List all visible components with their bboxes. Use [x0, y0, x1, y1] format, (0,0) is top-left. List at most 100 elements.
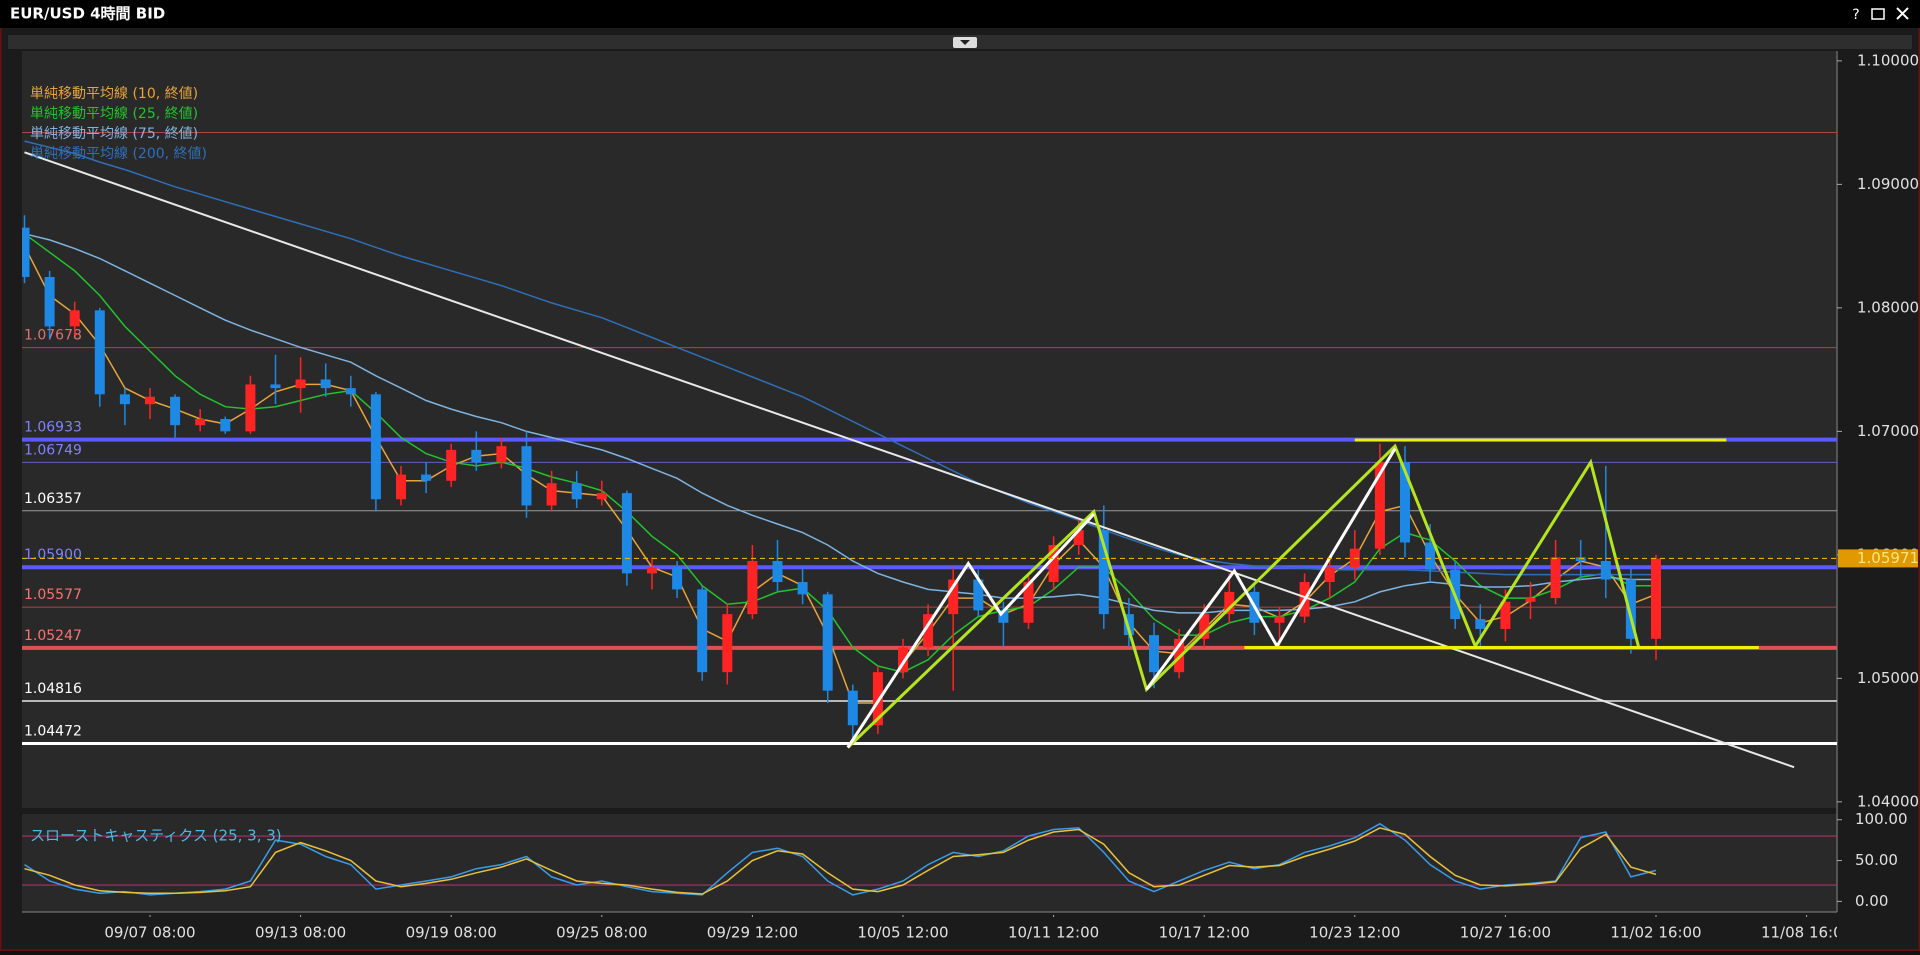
candle-body	[94, 310, 105, 395]
drawn-line	[846, 513, 1095, 749]
current-price-box	[1838, 549, 1918, 568]
candle-body	[471, 449, 482, 463]
x-tick-label: 10/23 12:00	[1309, 924, 1400, 942]
candle-body	[1550, 557, 1561, 599]
candle-body	[170, 396, 181, 426]
candle-body	[1224, 591, 1235, 615]
candle-body	[44, 276, 55, 327]
candle-body	[672, 567, 683, 590]
stochastic-tick-label: 50.00	[1855, 851, 1898, 869]
time-axis: 09/07 08:00 09/13 08:00 09/19 08:00 09/25 0…	[104, 915, 1852, 942]
x-tick-label: 09/29 12:00	[707, 924, 798, 942]
candle-body	[1048, 544, 1059, 583]
drawn-line	[24, 151, 1795, 769]
candle-body	[697, 589, 708, 673]
candle-body	[446, 449, 457, 481]
x-tick-label: 10/05 12:00	[857, 924, 948, 942]
moving-average-line	[24, 140, 1656, 576]
candle-body	[1123, 614, 1134, 636]
y-tick-label: 1.08000	[1857, 298, 1919, 316]
candle-body	[245, 384, 256, 432]
maximize-button[interactable]	[1871, 8, 1885, 20]
candle-body	[546, 483, 557, 506]
price-pane	[22, 51, 1837, 808]
candle-body	[1425, 542, 1436, 570]
price-level-label: 1.05577	[24, 587, 82, 603]
candle-body	[1023, 582, 1034, 623]
candle-body	[370, 394, 381, 500]
legend-entry: 単純移動平均線 (75, 終値)	[30, 126, 198, 142]
candle-body	[898, 647, 908, 673]
y-tick-label: 1.05000	[1857, 669, 1919, 687]
candle-body	[1324, 567, 1335, 583]
candle-body	[1149, 635, 1159, 673]
candle-body	[847, 690, 858, 726]
y-tick-label: 1.04000	[1857, 792, 1919, 810]
candle-body	[722, 614, 733, 673]
legend-entry: 単純移動平均線 (200, 終値)	[30, 146, 207, 162]
x-tick-label: 11/02 16:00	[1610, 924, 1701, 942]
stochastic-tick-label: 0.00	[1855, 892, 1888, 910]
candle-body	[1475, 619, 1486, 629]
close-button[interactable]	[1896, 7, 1909, 20]
window-title: EUR/USD 4時間 BID	[10, 5, 165, 23]
candle-body	[872, 672, 883, 726]
candle-body	[596, 493, 607, 500]
help-button[interactable]: ?	[1852, 7, 1859, 23]
candle-body	[747, 561, 758, 615]
stochastic-tick-label: 100.00	[1855, 810, 1908, 828]
candle-body	[1500, 601, 1511, 629]
candle-body	[1098, 530, 1109, 615]
candle-body	[22, 227, 30, 277]
x-tick-label: 09/19 08:00	[406, 924, 497, 942]
candle-body	[295, 379, 306, 389]
candle-body	[1600, 561, 1611, 580]
price-level-label: 1.06933	[24, 420, 82, 436]
candle-body	[571, 483, 582, 500]
x-tick-label: 10/11 12:00	[1008, 924, 1099, 942]
candle-body	[320, 379, 331, 389]
candle-body	[621, 493, 632, 574]
collapse-icon	[960, 40, 970, 45]
candle-body	[1274, 616, 1285, 623]
x-tick-label: 09/07 08:00	[104, 924, 195, 942]
drawn-line	[1145, 447, 1397, 691]
price-level-label: 1.05247	[24, 628, 82, 644]
candle-body	[270, 384, 281, 389]
moving-average-line	[24, 233, 1656, 614]
x-tick-label: 10/17 12:00	[1159, 924, 1250, 942]
candle-body	[195, 419, 206, 426]
price-level-label: 1.06357	[24, 491, 82, 507]
stochastic-line	[24, 827, 1657, 895]
x-tick-label: 10/27 16:00	[1460, 924, 1551, 942]
candle-body	[948, 579, 959, 615]
price-level-label: 1.06749	[24, 442, 82, 458]
candle-body	[797, 582, 808, 595]
candle-body	[772, 561, 783, 583]
candle-body	[69, 310, 80, 327]
price-level-label: 1.07678	[24, 328, 82, 344]
stochastic-pane	[22, 814, 1837, 912]
candle-body	[1073, 530, 1084, 545]
candle-body	[1625, 579, 1636, 639]
candle-body	[345, 388, 356, 395]
current-price-label: 1.05971	[1857, 549, 1919, 567]
stochastic-label: スローストキャスティクス (25, 3, 3)	[30, 827, 282, 845]
x-tick-label: 11/08 16:00	[1761, 924, 1852, 942]
candle-body	[396, 474, 406, 500]
candle-body	[1374, 462, 1385, 549]
candle-body	[1575, 557, 1586, 562]
y-tick-label: 1.10000	[1857, 51, 1919, 69]
candle-body	[1651, 558, 1661, 639]
x-tick-label: 09/13 08:00	[255, 924, 346, 942]
drawn-line	[846, 443, 1640, 749]
candle-body	[421, 474, 432, 481]
price-level-label: 1.05900	[24, 547, 82, 563]
y-tick-label: 1.07000	[1857, 422, 1919, 440]
price-plot: 1.07678 1.06933 1.06749 1.06357 1.05900 1.055…	[22, 132, 1837, 769]
candle-body	[822, 594, 833, 691]
candle-body	[145, 396, 155, 405]
candle-body	[923, 614, 934, 648]
axes: 1.100001.090001.080001.070001.060001.050…	[30, 51, 1919, 910]
